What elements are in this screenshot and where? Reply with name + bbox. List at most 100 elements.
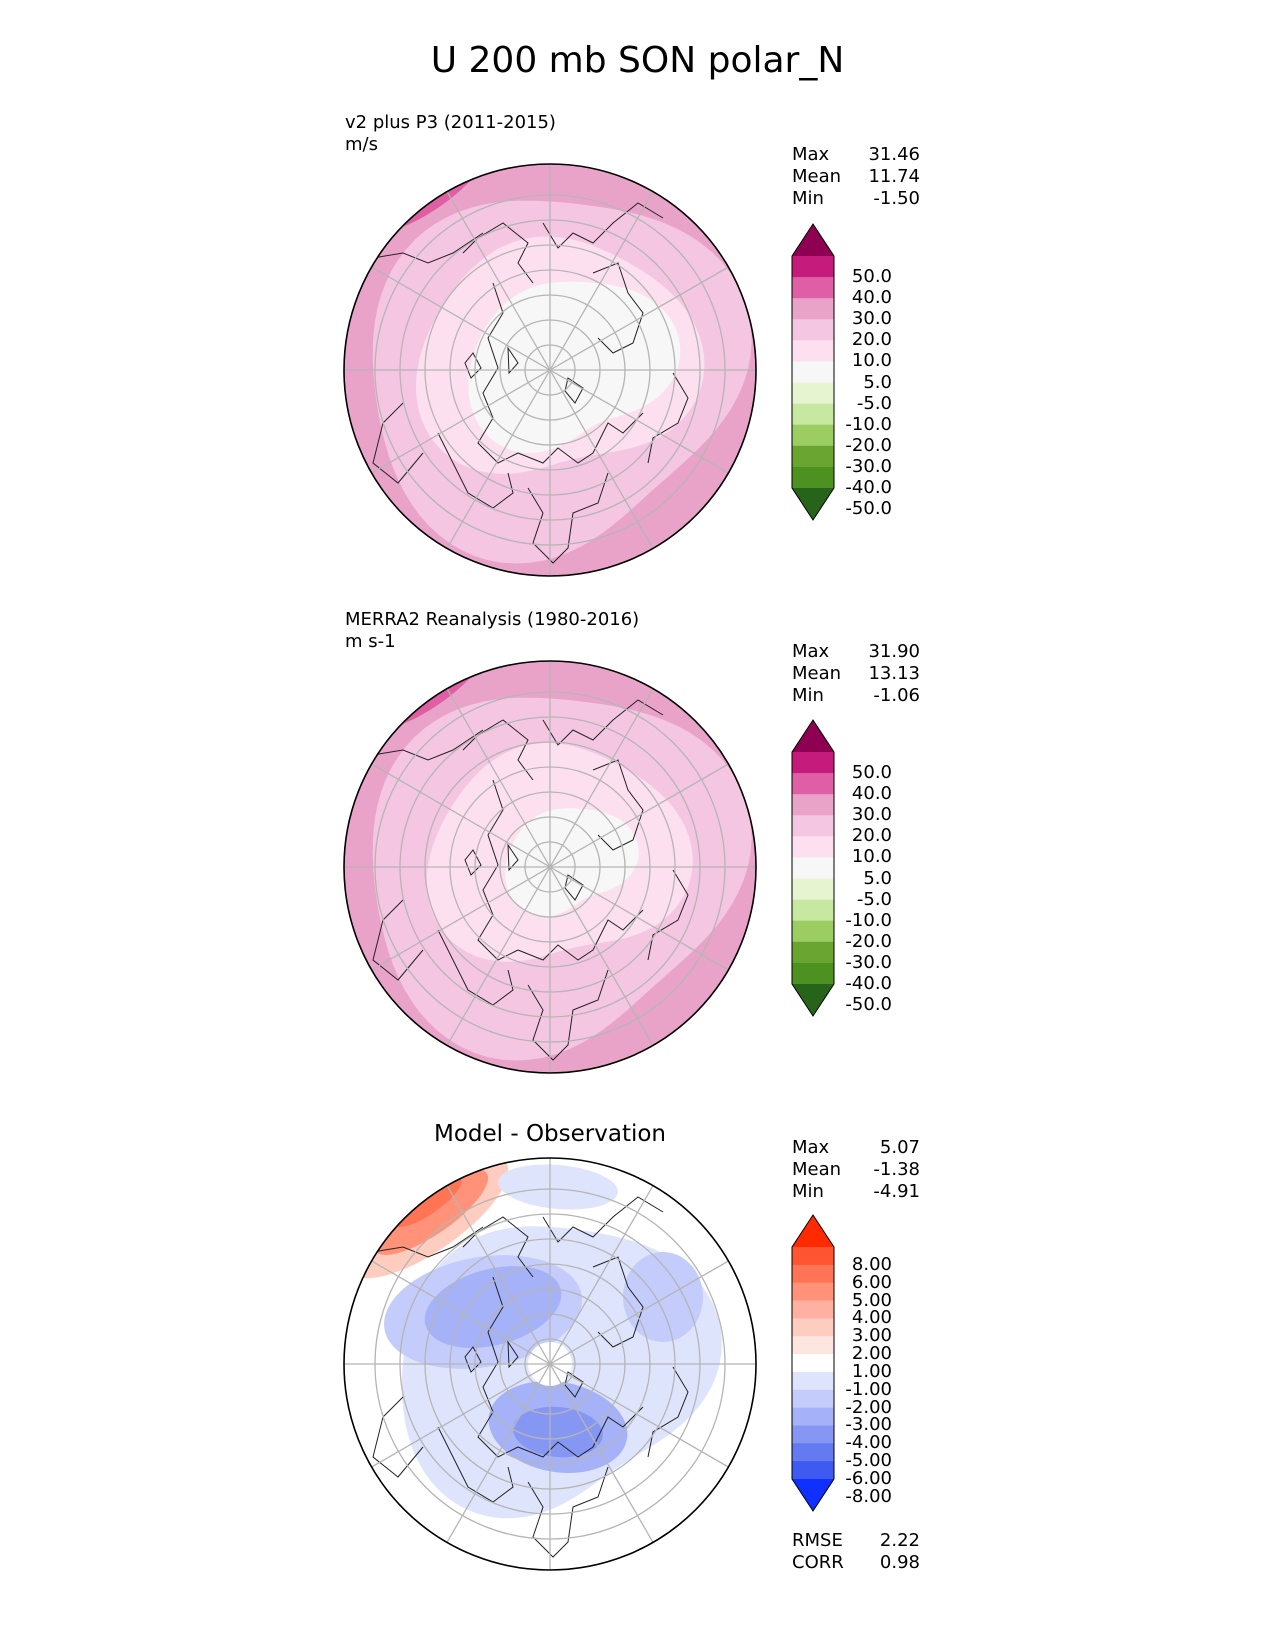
map-boundary	[343, 163, 757, 577]
colorbar-tick-label: 50.0	[851, 266, 892, 288]
colorbar-bin	[792, 752, 834, 774]
stat-min: Min -4.91	[792, 1181, 920, 1202]
colorbar-tick-label: 30.0	[851, 804, 892, 826]
coastline-segment	[372, 1396, 424, 1478]
panel-2-stats: Max 31.90 Mean 13.13 Min -1.06	[792, 641, 920, 707]
colorbar-tick-label: -50.0	[845, 994, 892, 1016]
coastline-segment	[477, 779, 519, 961]
colorbar-extend-min	[792, 488, 834, 520]
coastline-segment	[564, 1371, 584, 1398]
stat-rmse: RMSE 2.22	[792, 1530, 920, 1551]
colorbar-extend-min	[792, 984, 834, 1016]
colorbar-bin	[792, 1300, 834, 1319]
coastline-segment	[592, 262, 644, 354]
graticule	[344, 1158, 756, 1570]
colorbar-tick-label: -50.0	[845, 498, 892, 520]
coastline-segment	[507, 1340, 519, 1369]
coastline-segment	[464, 849, 482, 876]
colorbar-bin	[792, 857, 834, 880]
colorbar-tick-label: -3.00	[845, 1414, 892, 1436]
colorbar-bin	[792, 1336, 834, 1355]
colorbar-bin	[792, 878, 834, 901]
panel-1-units: m/s	[345, 134, 378, 155]
field-negative-core-south	[513, 1406, 603, 1458]
colorbar-tick-label: 4.00	[851, 1307, 892, 1329]
colorbar-bin	[792, 445, 834, 468]
coastline-segment	[507, 346, 519, 375]
colorbar-tick-label: -5.00	[845, 1450, 892, 1472]
colorbar-bin	[792, 256, 834, 278]
colorbar-tick-label: 20.0	[851, 825, 892, 847]
figure-title: U 200 mb SON polar_N	[430, 40, 845, 81]
colorbar-tick-label: -30.0	[845, 455, 892, 477]
meridian-line	[446, 688, 654, 1046]
colorbar-bin	[792, 361, 834, 384]
panel-1-colorbar	[791, 223, 835, 521]
coastline-segment	[592, 1256, 644, 1348]
colorbar-bin	[792, 1247, 834, 1266]
colorbar-extend-max	[792, 1215, 834, 1247]
panel-1-title: v2 plus P3 (2011-2015)	[345, 112, 556, 133]
colorbar-bin	[792, 1264, 834, 1284]
colorbar-bin	[792, 1407, 834, 1427]
stat-mean: Mean 13.13	[792, 663, 920, 684]
coastline-segment	[372, 1226, 484, 1258]
colorbar-outline	[791, 223, 835, 521]
colorbar-extend-max	[792, 720, 834, 752]
coastline-segment	[517, 1406, 644, 1458]
coastline-segment	[647, 1366, 689, 1458]
coastline-segment	[464, 352, 482, 379]
colorbar-bin	[792, 836, 834, 859]
colorbar-bin	[792, 1461, 834, 1480]
coastline-segment	[527, 472, 609, 564]
stat-mean: Mean 11.74	[792, 166, 920, 187]
coastline-segment	[542, 1196, 664, 1243]
colorbar-tick-label: 50.0	[851, 762, 892, 784]
coastline-segment	[647, 372, 689, 464]
panel-3-stats: Max 5.07 Mean -1.38 Min -4.91	[792, 1137, 920, 1203]
colorbar-tick-label: 40.0	[851, 287, 892, 309]
colorbar-bin	[792, 1354, 834, 1373]
colorbar-bin	[792, 1282, 834, 1302]
colorbar-bin	[792, 794, 834, 816]
coastline-segment	[564, 377, 584, 404]
colorbar-tick-label: -5.0	[856, 888, 892, 910]
colorbar-bin	[792, 1443, 834, 1462]
colorbar-tick-label: -8.00	[845, 1485, 892, 1507]
panel-2-colorbar	[791, 719, 835, 1017]
colorbar-tick-label: -2.00	[845, 1396, 892, 1418]
coastline-segment	[477, 282, 519, 464]
colorbar-bin	[792, 1318, 834, 1337]
panel-2-polar-map	[343, 660, 757, 1074]
colorbar-tick-label: 5.00	[851, 1289, 892, 1311]
stat-mean: Mean -1.38	[792, 1159, 920, 1180]
coastline-segment	[477, 1276, 519, 1458]
map-boundary	[343, 660, 757, 1074]
colorbar-bin	[792, 899, 834, 922]
stat-corr: CORR 0.98	[792, 1552, 920, 1573]
coastline-segment	[507, 843, 519, 872]
colorbar-tick-label: -4.00	[845, 1432, 892, 1454]
colorbar-extend-max	[792, 224, 834, 256]
coastline-segment	[517, 412, 644, 464]
colorbar-tick-label: 40.0	[851, 783, 892, 805]
colorbar-outline	[791, 719, 835, 1017]
colorbar-bin	[792, 1389, 834, 1409]
colorbar-tick-label: 20.0	[851, 329, 892, 351]
panel-3-title: Model - Observation	[433, 1121, 667, 1147]
colorbar-tick-label: 10.0	[851, 846, 892, 868]
coastline-segment	[527, 969, 609, 1061]
panel-3-colorbar	[791, 1214, 835, 1512]
colorbar-extend-min	[792, 1479, 834, 1511]
coastline-segment	[372, 899, 424, 981]
colorbar-bin	[792, 466, 834, 489]
colorbar-bin	[792, 962, 834, 985]
colorbar-bin	[792, 424, 834, 447]
colorbar-bin	[792, 277, 834, 299]
panel-1-colorbar-labels: 50.0 40.0 30.0 20.0 10.0 5.0 -5.0 -10.0 -20.0 -30…	[832, 224, 892, 520]
coastline-segment	[647, 869, 689, 961]
coastline-segment	[542, 202, 664, 249]
colorbar-tick-label: 5.0	[863, 867, 892, 889]
coastline-segment	[372, 232, 484, 264]
meridian-line	[446, 191, 654, 549]
